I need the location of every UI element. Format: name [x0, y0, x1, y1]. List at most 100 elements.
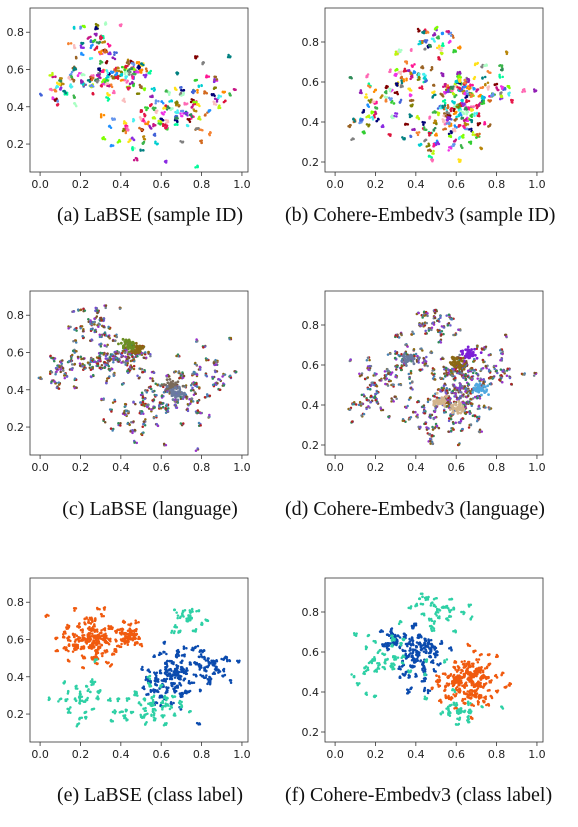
- data-point: [174, 87, 177, 91]
- data-point: [462, 387, 466, 390]
- data-point: [175, 102, 178, 105]
- data-point: [429, 45, 432, 48]
- data-point: [124, 409, 128, 412]
- data-point: [90, 366, 94, 369]
- data-point: [443, 397, 447, 400]
- data-point: [426, 312, 429, 315]
- data-point: [360, 402, 364, 405]
- data-point: [462, 364, 466, 368]
- data-point: [474, 384, 477, 387]
- data-point: [106, 358, 110, 361]
- data-point: [148, 386, 152, 390]
- data-point: [150, 87, 154, 91]
- data-point: [198, 387, 201, 390]
- data-point: [196, 447, 199, 451]
- data-point: [138, 352, 141, 356]
- data-point: [422, 29, 426, 33]
- data-point: [124, 127, 128, 130]
- data-point: [434, 425, 438, 428]
- data-point: [370, 111, 373, 114]
- data-point: [186, 114, 189, 117]
- data-point: [133, 68, 136, 72]
- data-point: [105, 363, 109, 367]
- data-point: [154, 124, 157, 127]
- data-point: [411, 128, 414, 131]
- data-point: [470, 377, 473, 381]
- data-point: [390, 99, 394, 103]
- data-point: [134, 355, 138, 358]
- data-point: [461, 385, 464, 389]
- data-point: [95, 73, 99, 77]
- data-point: [103, 51, 107, 54]
- data-point: [446, 397, 449, 400]
- data-point: [174, 87, 177, 91]
- data-point: [102, 418, 105, 422]
- data-point: [114, 75, 117, 78]
- data-point: [457, 371, 461, 375]
- data-point: [55, 367, 58, 371]
- data-point: [417, 73, 421, 77]
- data-point: [73, 328, 76, 331]
- data-point: [469, 349, 472, 353]
- data-point: [156, 424, 160, 428]
- data-point: [364, 377, 367, 381]
- data-point: [500, 356, 503, 360]
- data-point: [442, 411, 446, 414]
- data-point: [166, 373, 170, 377]
- data-point: [123, 409, 126, 413]
- data-point: [233, 370, 236, 373]
- data-point: [439, 341, 443, 344]
- data-point: [458, 366, 462, 370]
- data-point: [456, 406, 460, 410]
- data-point: [476, 88, 480, 91]
- data-point: [165, 126, 169, 130]
- data-point: [98, 40, 101, 44]
- data-point: [459, 429, 463, 433]
- data-point: [442, 44, 445, 47]
- data-point: [139, 353, 142, 356]
- data-point: [424, 138, 427, 142]
- data-point: [373, 113, 376, 117]
- data-point: [98, 356, 102, 360]
- data-point: [437, 426, 441, 430]
- data-point: [465, 119, 469, 123]
- data-point: [128, 71, 132, 74]
- data-point: [480, 383, 483, 387]
- data-point: [366, 73, 370, 76]
- data-point: [91, 75, 95, 79]
- data-point: [222, 382, 225, 385]
- data-point: [228, 337, 231, 341]
- data-point: [459, 382, 462, 386]
- data-point: [173, 118, 177, 122]
- data-point: [167, 384, 171, 388]
- data-point: [389, 88, 392, 91]
- data-point: [420, 40, 423, 43]
- data-point: [124, 124, 128, 127]
- data-point: [223, 373, 227, 376]
- data-point: [123, 346, 126, 349]
- data-point: [59, 364, 63, 368]
- data-point: [79, 355, 83, 359]
- data-point: [534, 89, 538, 92]
- data-point: [478, 430, 482, 434]
- data-point: [229, 374, 232, 377]
- data-point: [475, 136, 478, 139]
- data-point: [463, 123, 467, 127]
- data-point: [159, 407, 163, 410]
- data-point: [433, 28, 437, 31]
- data-point: [102, 78, 105, 82]
- data-point: [73, 362, 76, 366]
- data-point: [195, 364, 199, 367]
- data-point: [79, 325, 82, 329]
- data-point: [128, 85, 131, 88]
- data-point: [121, 344, 125, 348]
- data-point: [120, 354, 124, 358]
- data-point: [440, 93, 444, 97]
- data-point: [91, 320, 95, 324]
- data-point: [456, 364, 460, 367]
- data-point: [484, 347, 487, 350]
- data-point: [424, 332, 427, 335]
- data-point: [165, 124, 169, 128]
